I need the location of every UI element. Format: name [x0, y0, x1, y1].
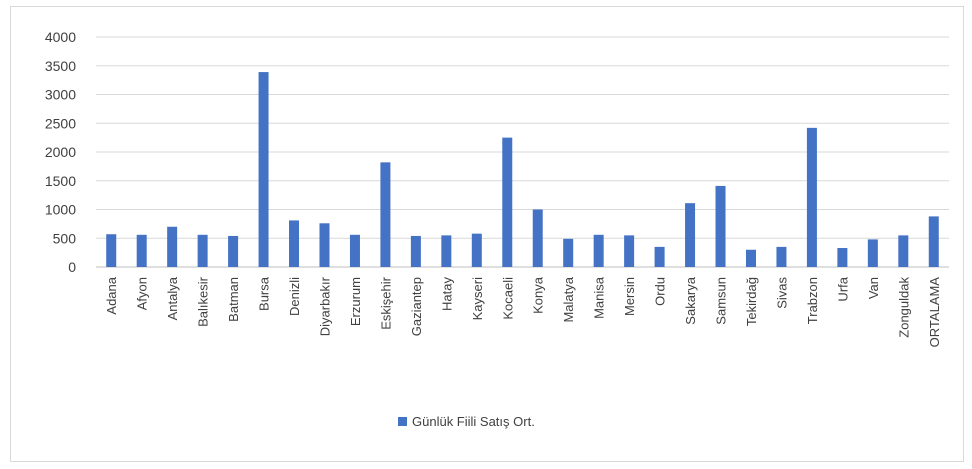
- bar-ortalama: [928, 216, 939, 267]
- legend: Günlük Fiili Satış Ort.: [398, 414, 535, 429]
- bar-afyon: [136, 234, 147, 267]
- x-category-label: Tekirdağ: [744, 277, 759, 326]
- x-category-label: Malatya: [561, 276, 576, 322]
- x-category-label: ORTALAMA: [927, 277, 942, 348]
- bar-tekirdağ: [745, 249, 756, 267]
- x-category-label: Van: [866, 277, 881, 299]
- x-category-label: Batman: [226, 277, 241, 322]
- y-tick-label: 500: [53, 230, 77, 246]
- bar-konya: [532, 209, 543, 267]
- bar-adana: [106, 234, 117, 267]
- bars: [106, 72, 939, 267]
- bar-diyarbakır: [319, 223, 330, 267]
- y-tick-label: 2500: [45, 115, 76, 131]
- y-tick-label: 4000: [45, 29, 76, 45]
- x-category-label: Afyon: [135, 277, 150, 310]
- bar-hatay: [441, 235, 452, 267]
- x-category-label: Antalya: [165, 276, 180, 320]
- bar-bursa: [258, 72, 269, 267]
- x-category-label: Eskişehir: [378, 276, 393, 329]
- x-category-label: Manisa: [592, 276, 607, 319]
- bar-manisa: [593, 234, 604, 267]
- bar-kocaeli: [502, 137, 513, 267]
- x-category-label: Mersin: [622, 277, 637, 316]
- x-category-label: Adana: [104, 276, 119, 314]
- x-category-label: Erzurum: [348, 277, 363, 326]
- y-tick-label: 1000: [45, 202, 76, 218]
- bar-sakarya: [685, 203, 696, 267]
- bar-sivas: [776, 246, 787, 267]
- bar-antalya: [167, 226, 178, 267]
- bar-kayseri: [471, 233, 482, 267]
- bar-van: [867, 239, 878, 267]
- x-category-label: Urfa: [835, 276, 850, 301]
- x-category-label: Balıkesir: [196, 276, 211, 327]
- bar-chart: 0 500 1000 1500 2000 2500 3000 3500 4000 Adana Af…: [45, 29, 949, 429]
- x-category-label: Sakarya: [683, 276, 698, 324]
- x-category-label: Zonguldak: [896, 277, 911, 338]
- x-category-label: Trabzon: [805, 277, 820, 324]
- x-category-label: Kayseri: [470, 277, 485, 320]
- x-category-label: Denizli: [287, 277, 302, 316]
- bar-mersin: [624, 235, 635, 267]
- x-axis-category-labels: Adana Afyon Antalya Balıkesir Batman Bursa Den…: [104, 276, 942, 347]
- x-category-label: Kocaeli: [500, 277, 515, 320]
- bar-eskişehir: [380, 162, 391, 267]
- bar-denizli: [289, 220, 300, 267]
- y-axis-tick-labels: 0 500 1000 1500 2000 2500 3000 3500 4000: [45, 29, 76, 275]
- gridlines: [96, 36, 949, 268]
- y-tick-label: 3000: [45, 87, 76, 103]
- y-tick-label: 3500: [45, 58, 76, 74]
- legend-label: Günlük Fiili Satış Ort.: [412, 414, 535, 429]
- bar-balıkesir: [197, 234, 208, 267]
- bar-erzurum: [349, 234, 360, 267]
- bar-trabzon: [806, 127, 817, 267]
- bar-gaziantep: [410, 235, 421, 267]
- bar-malatya: [563, 238, 574, 267]
- chart-frame: 0 500 1000 1500 2000 2500 3000 3500 4000 Adana Af…: [10, 6, 964, 462]
- bar-samsun: [715, 185, 726, 267]
- x-category-label: Diyarbakır: [317, 276, 332, 336]
- x-category-label: Samsun: [714, 277, 729, 325]
- x-category-label: Sivas: [774, 277, 789, 309]
- y-tick-label: 2000: [45, 144, 76, 160]
- bar-zonguldak: [898, 235, 909, 267]
- bar-ordu: [654, 246, 665, 267]
- x-category-label: Hatay: [439, 277, 454, 311]
- x-category-label: Bursa: [257, 276, 272, 311]
- bar-urfa: [837, 248, 848, 267]
- x-category-label: Konya: [531, 276, 546, 314]
- legend-swatch: [398, 417, 407, 426]
- bar-batman: [228, 235, 239, 267]
- y-tick-label: 1500: [45, 173, 76, 189]
- x-category-label: Gaziantep: [409, 277, 424, 336]
- x-category-label: Ordu: [653, 277, 668, 306]
- y-tick-label: 0: [68, 259, 76, 275]
